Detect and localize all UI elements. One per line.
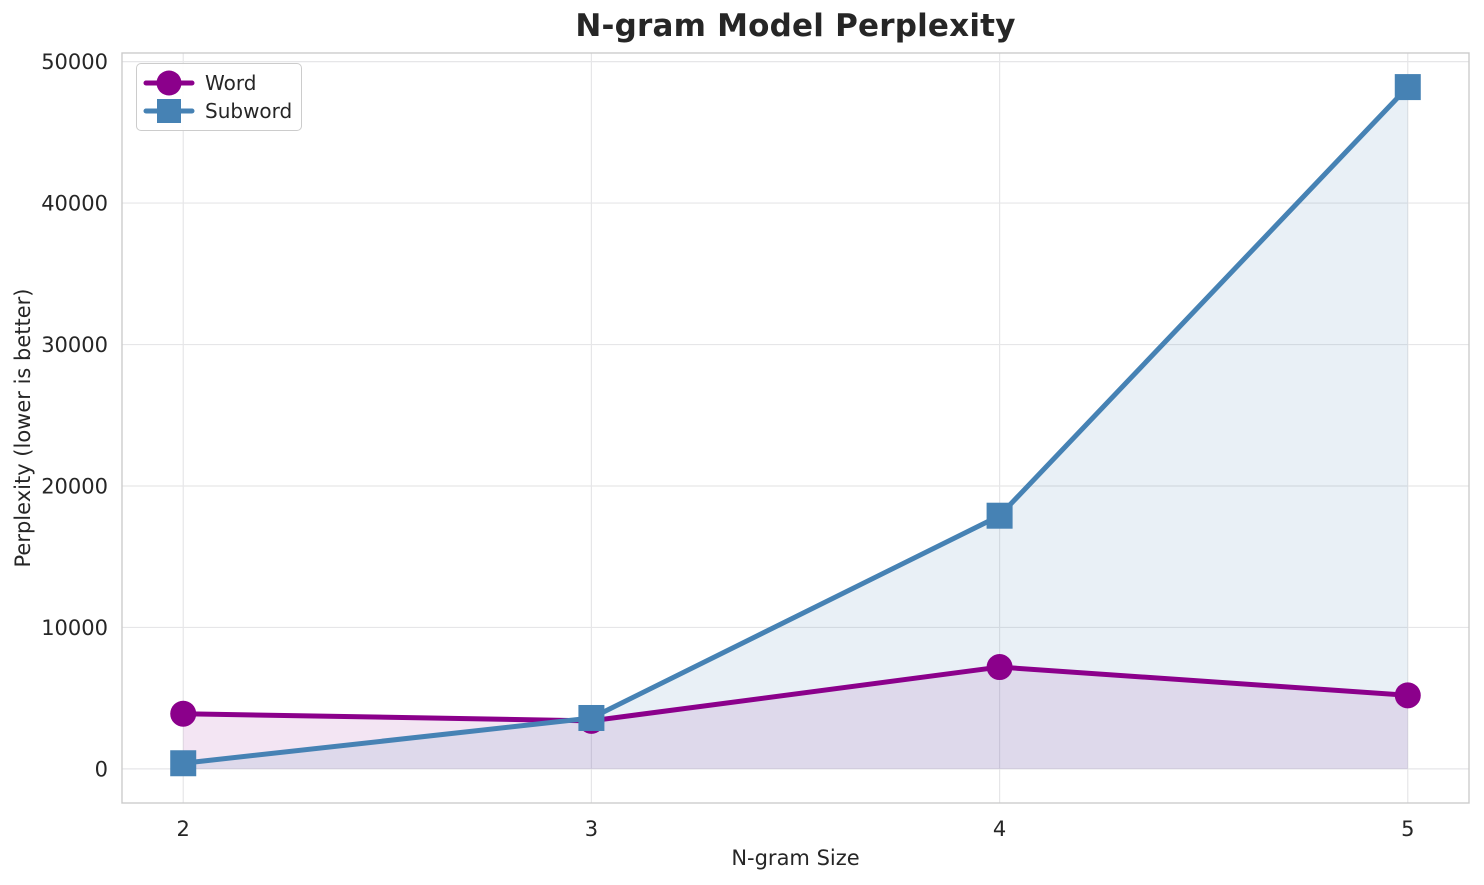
legend: Word Subword [136, 63, 302, 131]
x-tick-label: 2 [177, 817, 190, 841]
word-data-point [986, 654, 1013, 681]
word-data-point [170, 700, 197, 727]
y-tick-label: 30000 [41, 333, 108, 357]
word-area-fill [183, 667, 1408, 769]
x-tick-label: 3 [585, 817, 598, 841]
chart-title: N-gram Model Perplexity [575, 8, 1016, 44]
y-tick-label: 50000 [41, 50, 108, 74]
legend-item-subword: Subword [143, 97, 293, 125]
word-series-line [180, 664, 1411, 724]
subword-data-point [578, 704, 605, 731]
x-tick-label: 5 [1401, 817, 1414, 841]
subword-series-line [180, 84, 1411, 766]
subword-data-point [1394, 74, 1421, 101]
x-tick-label: 4 [993, 817, 1006, 841]
axes-border [121, 52, 1470, 804]
y-tick-label: 20000 [41, 474, 108, 498]
x-axis-label: N-gram Size [731, 846, 860, 870]
legend-label-word: Word [205, 71, 257, 95]
subword-data-point [986, 502, 1013, 529]
legend-label-subword: Subword [205, 99, 293, 123]
y-axis-label: Perplexity (lower is better) [11, 288, 35, 568]
subword-series-marker-icon [143, 99, 195, 123]
word-data-point [1394, 682, 1421, 709]
y-tick-label: 10000 [41, 616, 108, 640]
subword-data-point [170, 750, 197, 777]
word-series-marker-icon [143, 70, 195, 96]
legend-item-word: Word [143, 69, 291, 97]
y-tick-label: 0 [95, 757, 108, 781]
y-tick-label: 40000 [41, 192, 108, 216]
subword-area-fill [183, 87, 1408, 769]
